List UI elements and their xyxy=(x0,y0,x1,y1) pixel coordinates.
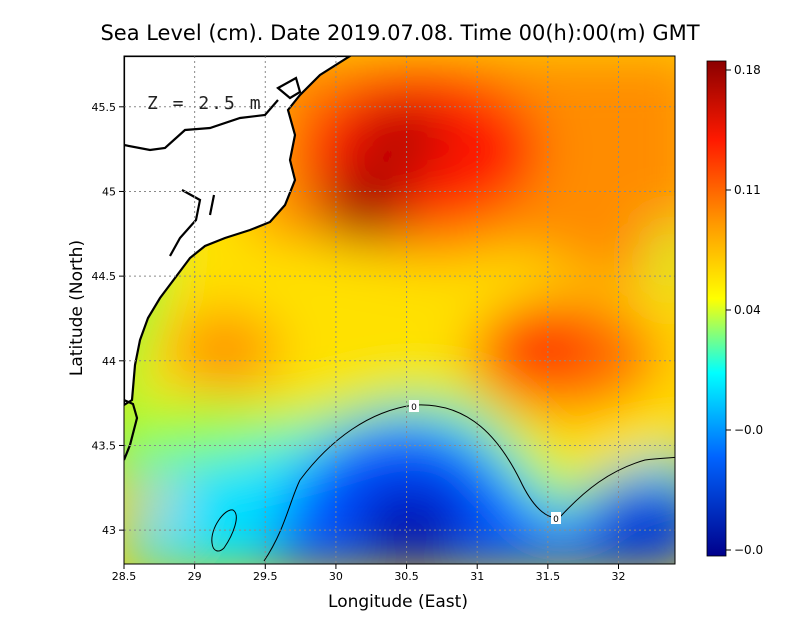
x-tick-label: 30 xyxy=(329,570,343,583)
depth-annotation: Z = 2.5 m xyxy=(147,93,263,114)
coastline-detail xyxy=(124,99,279,461)
field-darkred-core-2 xyxy=(355,110,445,170)
x-axis-ticks: 28.5 29 29.5 30 30.5 31 31.5 32 xyxy=(112,564,625,583)
x-tick-label: 29.5 xyxy=(253,570,278,583)
y-tick-label: 43.5 xyxy=(92,439,117,452)
plot-area: 0 0 Z = 2.5 m xyxy=(124,56,675,564)
colorbar-tick-label: 0.04 xyxy=(734,303,761,317)
colorbar-tick-label: −0.0 xyxy=(734,543,763,557)
field-navy-core xyxy=(355,485,465,564)
field-green-ne xyxy=(650,220,675,300)
land-mask xyxy=(124,56,353,407)
y-tick-label: 44.5 xyxy=(92,270,117,283)
field-navy-se xyxy=(600,490,675,550)
colorbar-tick-label: 0.11 xyxy=(734,183,761,197)
x-tick-label: 30.5 xyxy=(394,570,419,583)
y-axis-title: Latitude (North) xyxy=(67,240,87,376)
y-tick-label: 43 xyxy=(102,524,116,537)
y-tick-label: 45.5 xyxy=(92,101,117,114)
y-axis-ticks: 43 43.5 44 44.5 45 45.5 xyxy=(92,101,124,537)
x-tick-label: 31.5 xyxy=(536,570,561,583)
contour-label: 0 xyxy=(553,515,559,525)
field-yellow-sw xyxy=(135,487,175,523)
colorbar: 0.18 0.11 0.04 −0.0 −0.0 xyxy=(706,60,763,557)
field-orange-west xyxy=(170,310,280,390)
x-axis-title: Longitude (East) xyxy=(328,592,468,612)
x-tick-label: 29 xyxy=(188,570,202,583)
x-tick-label: 32 xyxy=(611,570,625,583)
chart-title: Sea Level (cm). Date 2019.07.08. Time 00… xyxy=(100,21,699,45)
field-red-east xyxy=(500,315,590,375)
colorbar-tick-label: −0.0 xyxy=(734,423,763,437)
colorbar-ticks: 0.18 0.11 0.04 −0.0 −0.0 xyxy=(726,63,763,557)
zero-contour xyxy=(263,404,675,562)
island xyxy=(276,76,302,100)
x-tick-label: 31 xyxy=(470,570,484,583)
gridlines xyxy=(124,56,675,564)
colorbar-gradient xyxy=(706,60,727,557)
field-darkred-core xyxy=(320,170,410,240)
y-tick-label: 44 xyxy=(102,355,116,368)
y-tick-label: 45 xyxy=(102,185,116,198)
plot-frame xyxy=(123,55,676,565)
x-tick-label: 28.5 xyxy=(112,570,137,583)
colorbar-tick-label: 0.18 xyxy=(734,63,761,77)
zero-contour-small xyxy=(211,509,237,552)
contour-label: 0 xyxy=(411,403,417,413)
